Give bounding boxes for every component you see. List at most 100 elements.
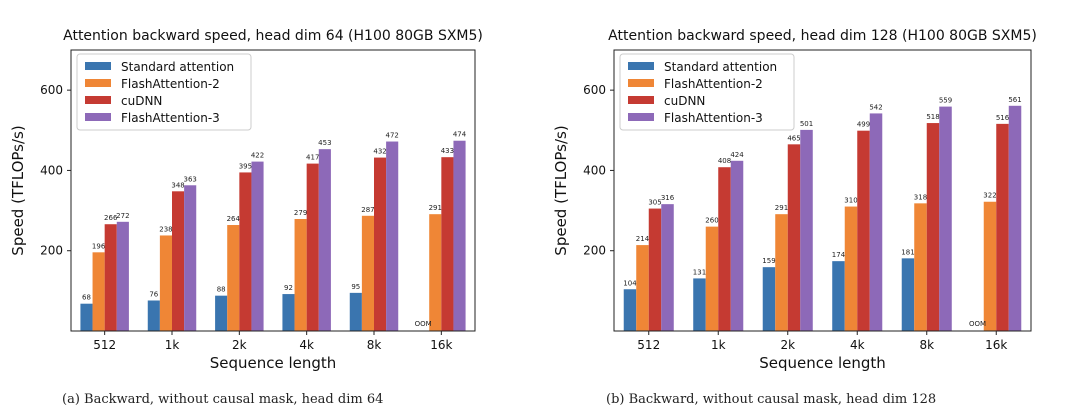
legend-label: cuDNN — [664, 94, 705, 108]
legend-swatch — [628, 113, 654, 121]
bar — [361, 215, 374, 331]
bar-label: 559 — [939, 97, 952, 105]
y-tick-label: 200 — [583, 244, 606, 258]
bar-label: 214 — [636, 235, 650, 243]
bar-label: 408 — [718, 157, 731, 165]
bar — [857, 130, 870, 331]
bar-label: 305 — [648, 199, 661, 207]
legend-swatch — [628, 79, 654, 87]
chart-title: Attention backward speed, head dim 128 (… — [608, 28, 1037, 44]
bar — [623, 289, 637, 331]
legend-label: cuDNN — [121, 94, 162, 108]
bar — [1008, 105, 1022, 331]
chart-1: Attention backward speed, head dim 128 (… — [552, 28, 1037, 372]
bar — [80, 303, 93, 331]
y-tick-label: 600 — [583, 83, 606, 97]
bar — [318, 149, 331, 331]
legend-label: FlashAttention-3 — [121, 111, 220, 125]
bar — [215, 295, 228, 331]
bar-label: 279 — [294, 209, 307, 217]
legend-swatch — [85, 62, 111, 70]
bar — [636, 245, 649, 331]
legend-box — [76, 53, 252, 131]
bar-label: 76 — [149, 290, 158, 298]
bar-label: 417 — [306, 154, 319, 162]
bar-label: 68 — [82, 294, 91, 302]
x-tick-label: 1k — [165, 338, 180, 352]
bar — [104, 224, 117, 331]
y-axis-label: Speed (TFLOPs/s) — [552, 125, 570, 255]
chart-0: Attention backward speed, head dim 64 (H… — [9, 28, 483, 372]
bar-label: 104 — [623, 279, 637, 287]
bar-label: 474 — [453, 131, 467, 139]
oom-annotation: OOM — [415, 320, 432, 328]
bar-label: 395 — [239, 162, 252, 170]
legend-swatch — [85, 96, 111, 104]
bar-label: 516 — [996, 114, 1010, 122]
bar — [453, 140, 466, 331]
bar-label: 363 — [183, 175, 196, 183]
bar-label: 310 — [844, 197, 857, 205]
bar — [349, 292, 362, 331]
legend-label: FlashAttention-2 — [121, 77, 220, 91]
chart-title: Attention backward speed, head dim 64 (H… — [63, 28, 483, 44]
y-axis-label: Speed (TFLOPs/s) — [9, 125, 27, 255]
bar — [800, 129, 813, 331]
bar-label: 287 — [361, 206, 374, 214]
bar-label: 465 — [787, 134, 800, 142]
bar — [227, 225, 240, 331]
bar-label: 266 — [104, 214, 118, 222]
bar-label: 322 — [983, 192, 996, 200]
bar — [172, 191, 185, 331]
bar-label: 291 — [429, 204, 442, 212]
bar — [159, 235, 172, 331]
x-tick-label: 2k — [780, 338, 795, 352]
bar — [294, 219, 307, 331]
bar-label: 260 — [705, 217, 718, 225]
bar-label: 238 — [159, 225, 172, 233]
bar-label: 92 — [284, 284, 293, 292]
bar-label: 318 — [914, 193, 927, 201]
x-tick-label: 1k — [711, 338, 726, 352]
bar — [926, 123, 940, 331]
bar — [147, 300, 160, 331]
bar-label: 131 — [693, 268, 706, 276]
bar-label: 422 — [251, 152, 264, 160]
x-tick-label: 8k — [367, 338, 382, 352]
bar-label: 316 — [661, 194, 675, 202]
bar-label: 499 — [857, 121, 870, 129]
bar-label: 501 — [800, 120, 813, 128]
legend-box — [619, 53, 795, 131]
legend-label: Standard attention — [664, 60, 777, 74]
bar — [648, 208, 662, 331]
bar-label: 453 — [318, 139, 331, 147]
bar-label: 174 — [832, 251, 846, 259]
legend-label: FlashAttention-2 — [664, 77, 763, 91]
bar-label: 348 — [171, 181, 184, 189]
x-axis-label: Sequence length — [210, 354, 337, 372]
bar-label: 561 — [1008, 96, 1021, 104]
bar — [705, 226, 719, 331]
bar — [718, 167, 731, 331]
bar — [730, 160, 744, 331]
bar-label: 196 — [92, 242, 106, 250]
bar-label: 432 — [373, 148, 386, 156]
bar-label: 272 — [116, 212, 129, 220]
bar — [762, 267, 776, 331]
bar-label: 88 — [217, 286, 226, 294]
bar — [787, 144, 801, 331]
bar-label: 264 — [227, 215, 241, 223]
bar — [116, 221, 129, 331]
x-tick-label: 16k — [430, 338, 452, 352]
y-tick-label: 400 — [40, 163, 63, 177]
legend-swatch — [628, 96, 654, 104]
bar — [282, 294, 295, 331]
bar — [901, 258, 915, 331]
bar — [306, 163, 319, 331]
bar-label: 472 — [385, 132, 398, 140]
bar-label: 542 — [869, 103, 882, 111]
bar-label: 291 — [775, 204, 788, 212]
bar — [251, 161, 264, 331]
y-tick-label: 600 — [40, 83, 63, 97]
